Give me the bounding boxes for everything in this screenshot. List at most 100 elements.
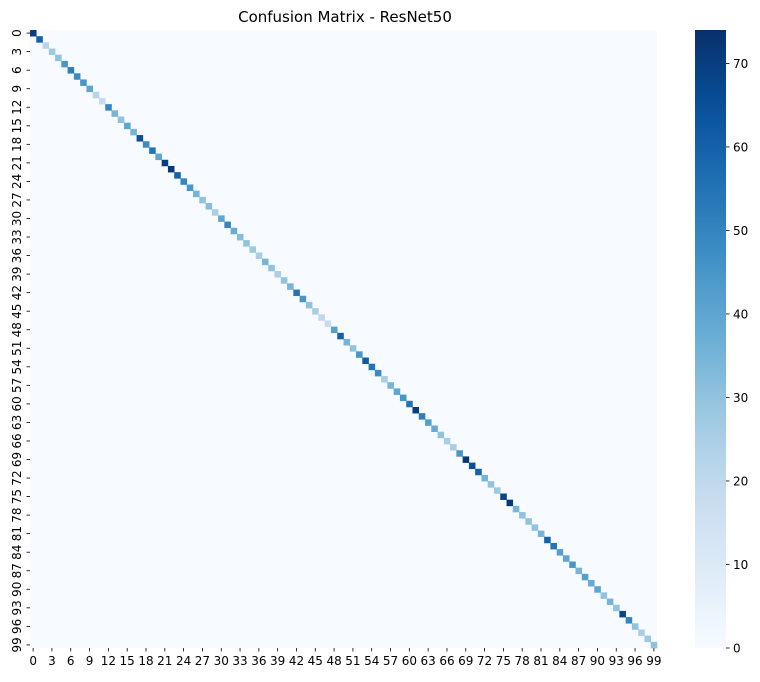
x-tick-label: 6	[67, 654, 75, 668]
x-tick-label: 0	[29, 654, 37, 668]
x-tick-label: 84	[552, 654, 567, 668]
y-tick-label: 75	[10, 489, 24, 504]
diagonal-cell	[387, 382, 394, 389]
diagonal-cell	[437, 431, 445, 439]
x-tick-label: 27	[195, 654, 210, 668]
x-tick-label: 69	[458, 654, 473, 668]
x-tick-label: 15	[120, 654, 135, 668]
diagonal-cell	[211, 209, 219, 216]
diagonal-cell	[218, 215, 225, 222]
x-tick-label: 3	[48, 654, 56, 668]
y-tick-label: 99	[10, 637, 24, 652]
y-tick-label: 6	[10, 66, 24, 74]
diagonal-cell	[362, 357, 369, 365]
diagonal-cell	[86, 85, 93, 93]
y-tick-label: 9	[10, 85, 24, 93]
diagonal-cell	[249, 246, 257, 253]
diagonal-cell	[92, 91, 100, 99]
y-tick-label: 15	[10, 118, 24, 133]
diagonal-cell	[312, 308, 319, 315]
diagonal-cell	[280, 277, 288, 284]
diagonal-cell	[42, 42, 50, 49]
diagonal-cell	[462, 456, 470, 463]
x-axis-ticks: 0 3 6 9 12 15 18 21 24 27 30 33 36 39 42 45 48 51 54 57 60 63…	[29, 648, 662, 668]
diagonal-cell	[293, 289, 300, 297]
diagonal-cell	[418, 413, 426, 420]
y-tick-label: 63	[10, 415, 24, 430]
colorbar: 0 10 20 30 40 50 60 70	[695, 30, 748, 656]
diagonal-cell	[399, 394, 407, 402]
y-tick-label: 45	[10, 304, 24, 319]
diagonal-cell	[425, 419, 432, 426]
diagonal-cell	[67, 67, 75, 74]
diagonal-cell	[412, 406, 420, 414]
y-tick-label: 51	[10, 341, 24, 356]
diagonal-cell	[588, 580, 595, 587]
diagonal-cell	[506, 499, 514, 507]
x-tick-label: 51	[345, 654, 360, 668]
x-tick-label: 33	[232, 654, 247, 668]
diagonal-cell	[475, 468, 482, 476]
diagonal-cell	[368, 363, 376, 371]
y-tick-label: 3	[10, 48, 24, 56]
x-tick-label: 36	[251, 654, 266, 668]
x-tick-label: 78	[515, 654, 530, 668]
x-tick-label: 96	[627, 654, 642, 668]
diagonal-cell	[519, 512, 526, 519]
diagonal-cell	[594, 586, 601, 593]
diagonal-cell	[61, 60, 68, 68]
y-tick-label: 0	[10, 29, 24, 37]
diagonal-cell	[600, 592, 608, 599]
diagonal-cell	[581, 573, 589, 581]
diagonal-cell	[562, 555, 570, 562]
diagonal-cell	[255, 252, 263, 259]
x-tick-label: 30	[214, 654, 229, 668]
diagonal-cell	[243, 240, 250, 247]
diagonal-cell	[305, 301, 313, 309]
diagonal-cell	[30, 30, 37, 37]
y-tick-label: 42	[10, 285, 24, 300]
x-tick-label: 18	[138, 654, 153, 668]
diagonal-cell	[500, 493, 507, 500]
diagonal-cell	[531, 524, 539, 531]
colorbar-tick-label: 70	[733, 57, 748, 71]
x-tick-label: 12	[101, 654, 116, 668]
diagonal-cell	[117, 116, 125, 123]
diagonal-cell	[268, 264, 275, 272]
x-tick-label: 75	[496, 654, 511, 668]
diagonal-cell	[613, 604, 620, 612]
diagonal-cell	[625, 617, 633, 624]
y-tick-label: 69	[10, 452, 24, 467]
diagonal-cell	[149, 147, 156, 154]
x-tick-label: 54	[364, 654, 379, 668]
x-tick-label: 9	[86, 654, 94, 668]
diagonal-cell	[381, 376, 388, 383]
colorbar-tick-label: 30	[733, 391, 748, 405]
y-tick-label: 27	[10, 192, 24, 207]
y-tick-label: 81	[10, 526, 24, 541]
diagonal-cell	[199, 196, 206, 204]
diagonal-cell	[606, 598, 614, 606]
diagonal-cell	[356, 351, 363, 358]
diagonal-cell	[537, 530, 545, 538]
diagonal-cell	[550, 542, 557, 550]
diagonal-cell	[155, 153, 162, 161]
diagonal-cell	[98, 97, 106, 105]
y-tick-label: 18	[10, 137, 24, 152]
colorbar-tick-label: 60	[733, 140, 748, 154]
diagonal-cell	[575, 567, 583, 575]
diagonal-cell	[142, 141, 150, 148]
diagonal-cell	[73, 73, 81, 80]
diagonal-cell	[161, 159, 169, 167]
y-tick-label: 36	[10, 248, 24, 263]
x-tick-label: 66	[439, 654, 454, 668]
y-tick-label: 96	[10, 619, 24, 634]
diagonal-cell	[36, 36, 43, 43]
diagonal-cell	[205, 203, 213, 210]
y-tick-label: 30	[10, 211, 24, 226]
diagonal-cell	[525, 518, 532, 525]
diagonal-cell	[330, 326, 338, 334]
x-tick-label: 87	[571, 654, 586, 668]
colorbar-tick-label: 40	[733, 307, 748, 321]
diagonal-cell	[236, 233, 244, 241]
